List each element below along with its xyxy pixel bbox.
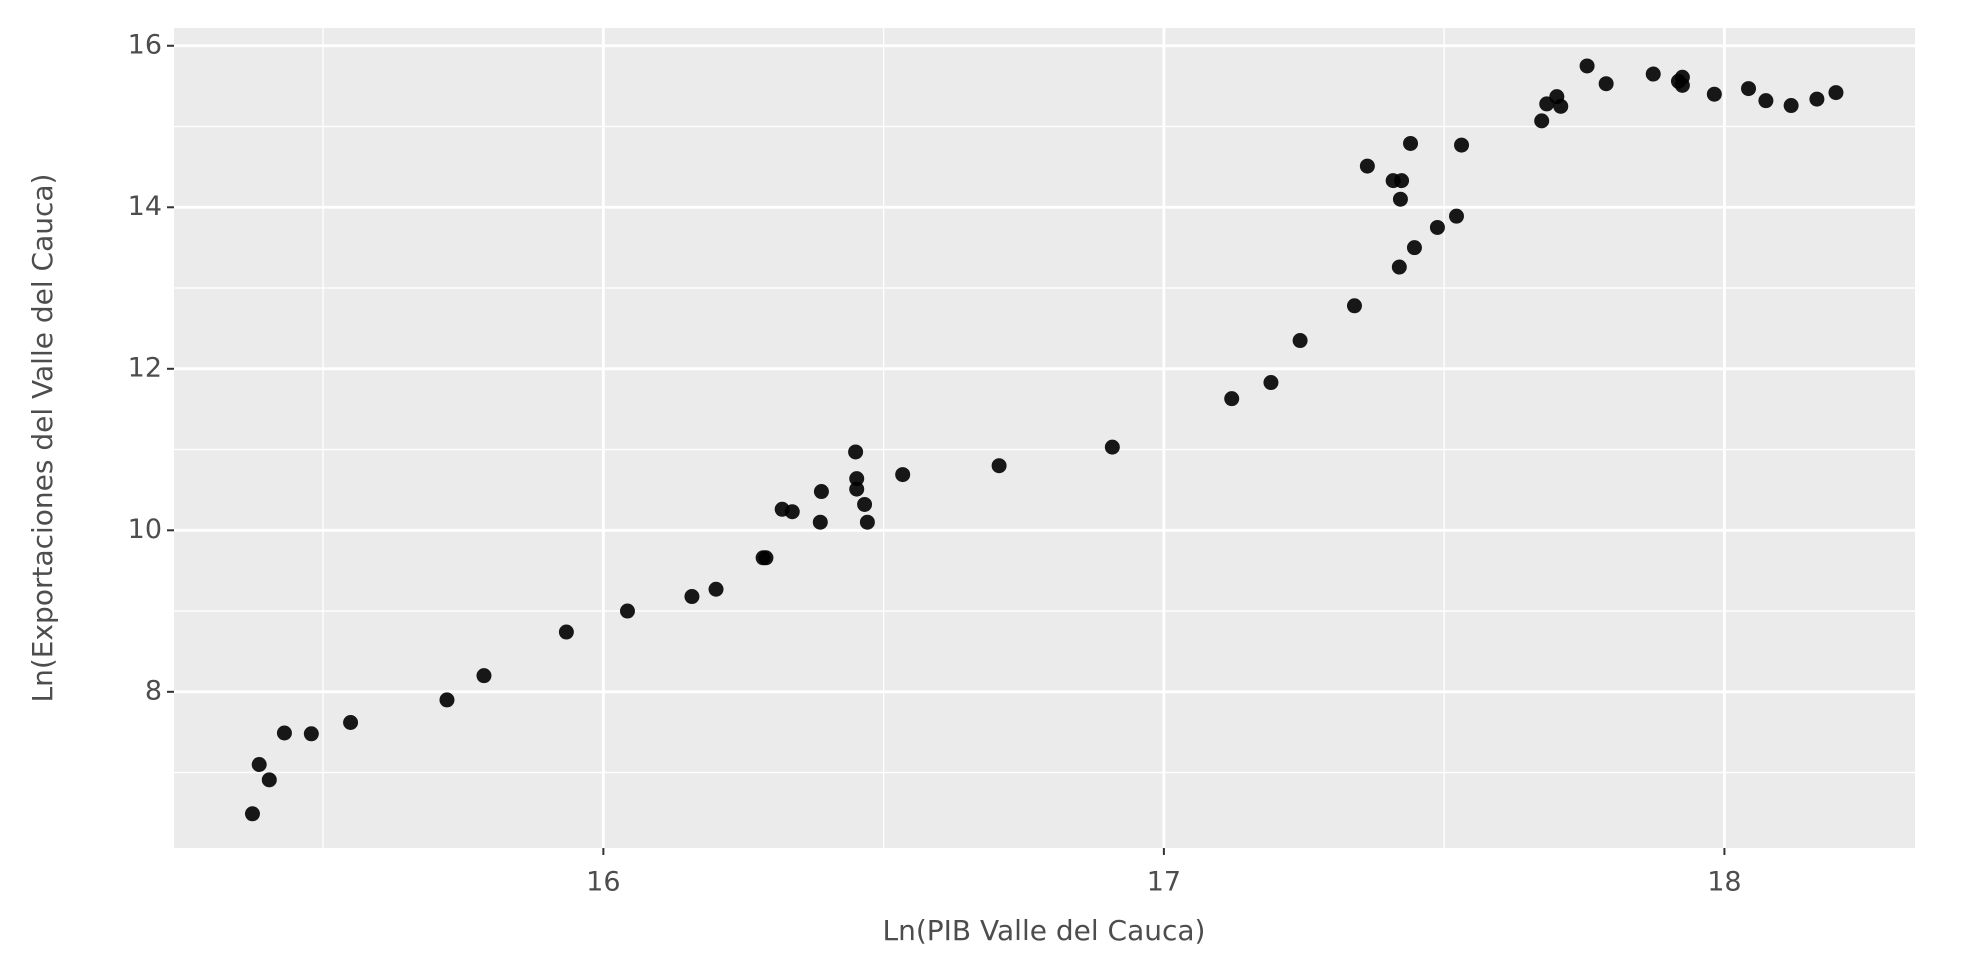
point xyxy=(708,581,724,597)
point xyxy=(1359,158,1375,174)
x-tick-label: 17 xyxy=(1147,867,1181,898)
point xyxy=(558,624,574,640)
point xyxy=(619,603,635,619)
point xyxy=(1828,85,1844,101)
point xyxy=(1392,191,1408,207)
point xyxy=(1783,98,1799,114)
point xyxy=(812,514,828,530)
point xyxy=(849,471,865,487)
y-tick-label: 10 xyxy=(128,514,162,545)
point xyxy=(1346,298,1362,314)
point xyxy=(849,481,865,497)
point xyxy=(1758,93,1774,109)
point xyxy=(1674,77,1690,93)
point xyxy=(276,725,292,741)
x-tick-label: 16 xyxy=(586,867,620,898)
point xyxy=(251,756,267,772)
point xyxy=(1809,91,1825,107)
point xyxy=(895,467,911,483)
point xyxy=(857,496,873,512)
point xyxy=(1454,137,1470,153)
point xyxy=(758,550,774,566)
y-tick-label: 16 xyxy=(128,29,162,60)
point xyxy=(1292,333,1308,349)
point xyxy=(261,772,277,788)
point xyxy=(848,444,864,460)
point xyxy=(1406,240,1422,256)
point xyxy=(684,589,700,605)
y-tick-label: 12 xyxy=(128,352,162,383)
point xyxy=(343,715,359,731)
point xyxy=(859,514,875,530)
plot-panel xyxy=(174,28,1915,848)
point xyxy=(1403,135,1419,151)
point xyxy=(991,458,1007,474)
x-axis-title: Ln(PIB Valle del Cauca) xyxy=(883,914,1206,947)
point xyxy=(1598,76,1614,92)
point xyxy=(1706,86,1722,102)
point xyxy=(303,726,319,742)
point xyxy=(1579,58,1595,74)
point xyxy=(1741,81,1757,97)
point xyxy=(1263,375,1279,391)
point xyxy=(1553,98,1569,114)
y-axis-title: Ln(Exportaciones del Valle del Cauca) xyxy=(26,174,59,703)
point xyxy=(1645,66,1661,82)
point xyxy=(1394,173,1410,189)
point xyxy=(1391,259,1407,275)
point xyxy=(244,806,260,822)
point xyxy=(813,484,829,500)
point xyxy=(1429,219,1445,235)
point xyxy=(784,504,800,520)
point xyxy=(1534,113,1550,129)
y-tick-label: 8 xyxy=(145,675,162,706)
point xyxy=(1448,208,1464,224)
point xyxy=(1104,439,1120,455)
point xyxy=(439,692,455,708)
y-tick-label: 14 xyxy=(128,191,162,222)
point xyxy=(1224,391,1240,407)
point xyxy=(476,668,492,684)
x-tick-label: 18 xyxy=(1707,867,1741,898)
